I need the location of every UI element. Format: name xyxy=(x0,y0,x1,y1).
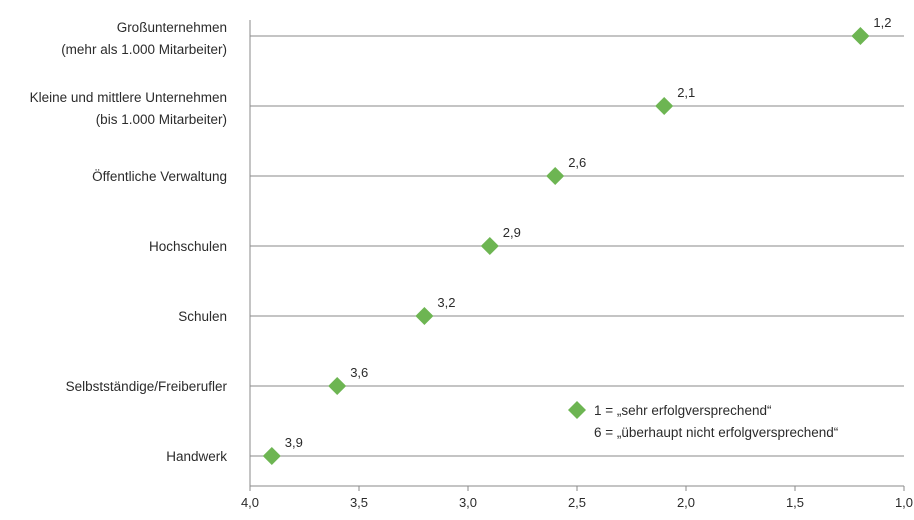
category-label: Hochschulen xyxy=(149,239,227,254)
data-label: 3,9 xyxy=(285,435,303,450)
legend-text: 6 = „überhaupt nicht erfolgversprechend“ xyxy=(594,425,838,440)
category-label: Großunternehmen xyxy=(117,20,227,35)
legend: 1 = „sehr erfolgversprechend“ 6 = „überha… xyxy=(568,401,838,440)
data-label: 2,9 xyxy=(503,225,521,240)
data-point-diamond xyxy=(655,97,674,115)
category-label: Öffentliche Verwaltung xyxy=(92,169,227,184)
category-label: Handwerk xyxy=(166,449,227,464)
data-label: 2,1 xyxy=(677,85,695,100)
x-tick-label: 3,0 xyxy=(459,495,477,510)
data-label: 1,2 xyxy=(873,15,891,30)
data-label: 2,6 xyxy=(568,155,586,170)
x-tick-label: 3,5 xyxy=(350,495,368,510)
data-points: 1,2 2,1 2,6 2,9 3,2 3,6 3,9 xyxy=(262,15,891,465)
category-label: Selbstständige/Freiberufler xyxy=(66,379,228,394)
data-point-diamond xyxy=(328,377,347,395)
data-point-diamond xyxy=(262,447,281,465)
category-label: Kleine und mittlere Unternehmen xyxy=(30,90,227,105)
legend-text: 1 = „sehr erfolgversprechend“ xyxy=(594,403,771,418)
data-point-diamond xyxy=(415,307,434,325)
data-label: 3,6 xyxy=(350,365,368,380)
category-label: (bis 1.000 Mitarbeiter) xyxy=(96,112,227,127)
data-point-diamond xyxy=(851,27,870,45)
x-tick-label: 2,0 xyxy=(677,495,695,510)
data-label: 3,2 xyxy=(437,295,455,310)
x-tick-label: 1,5 xyxy=(786,495,804,510)
x-axis: 4,0 3,5 3,0 2,5 2,0 1,5 1,0 xyxy=(241,20,913,510)
x-tick-label: 4,0 xyxy=(241,495,259,510)
x-tick-label: 1,0 xyxy=(895,495,913,510)
x-tick-label: 2,5 xyxy=(568,495,586,510)
data-point-diamond xyxy=(480,237,499,255)
category-rows: Großunternehmen (mehr als 1.000 Mitarbeit… xyxy=(30,20,904,464)
legend-diamond-icon xyxy=(568,401,586,419)
category-label: Schulen xyxy=(178,309,227,324)
category-label: (mehr als 1.000 Mitarbeiter) xyxy=(61,42,227,57)
data-point-diamond xyxy=(546,167,565,185)
